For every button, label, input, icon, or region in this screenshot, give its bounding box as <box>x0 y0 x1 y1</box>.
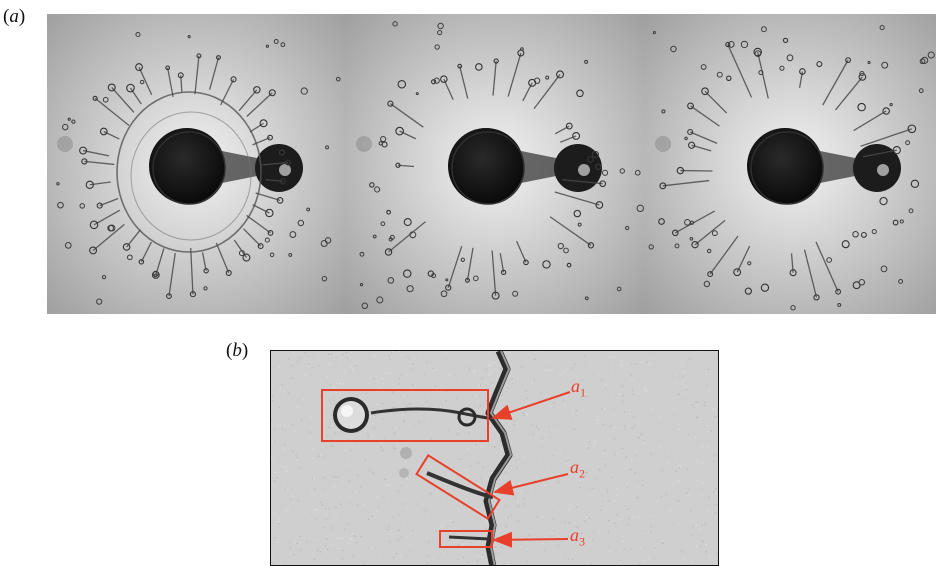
closeup-image <box>270 350 719 566</box>
panel-a-label: (a) <box>3 6 26 27</box>
panel-b-label: (b) <box>226 340 249 361</box>
splash-frame-1-image <box>47 14 346 314</box>
splash-frame-1 <box>47 14 346 314</box>
annotation-label-a1: a1 <box>571 376 586 400</box>
splash-frame-3-image <box>645 14 936 314</box>
splash-frame-2-image <box>346 14 645 314</box>
panel-a-letter: a <box>9 6 19 27</box>
panel-b-letter: b <box>232 340 242 361</box>
splash-frame-3 <box>645 14 936 314</box>
annotation-label-a3: a3 <box>570 525 585 549</box>
annotation-label-a2: a2 <box>570 457 585 481</box>
splash-frame-2 <box>346 14 645 314</box>
closeup-image-svg <box>271 351 718 565</box>
